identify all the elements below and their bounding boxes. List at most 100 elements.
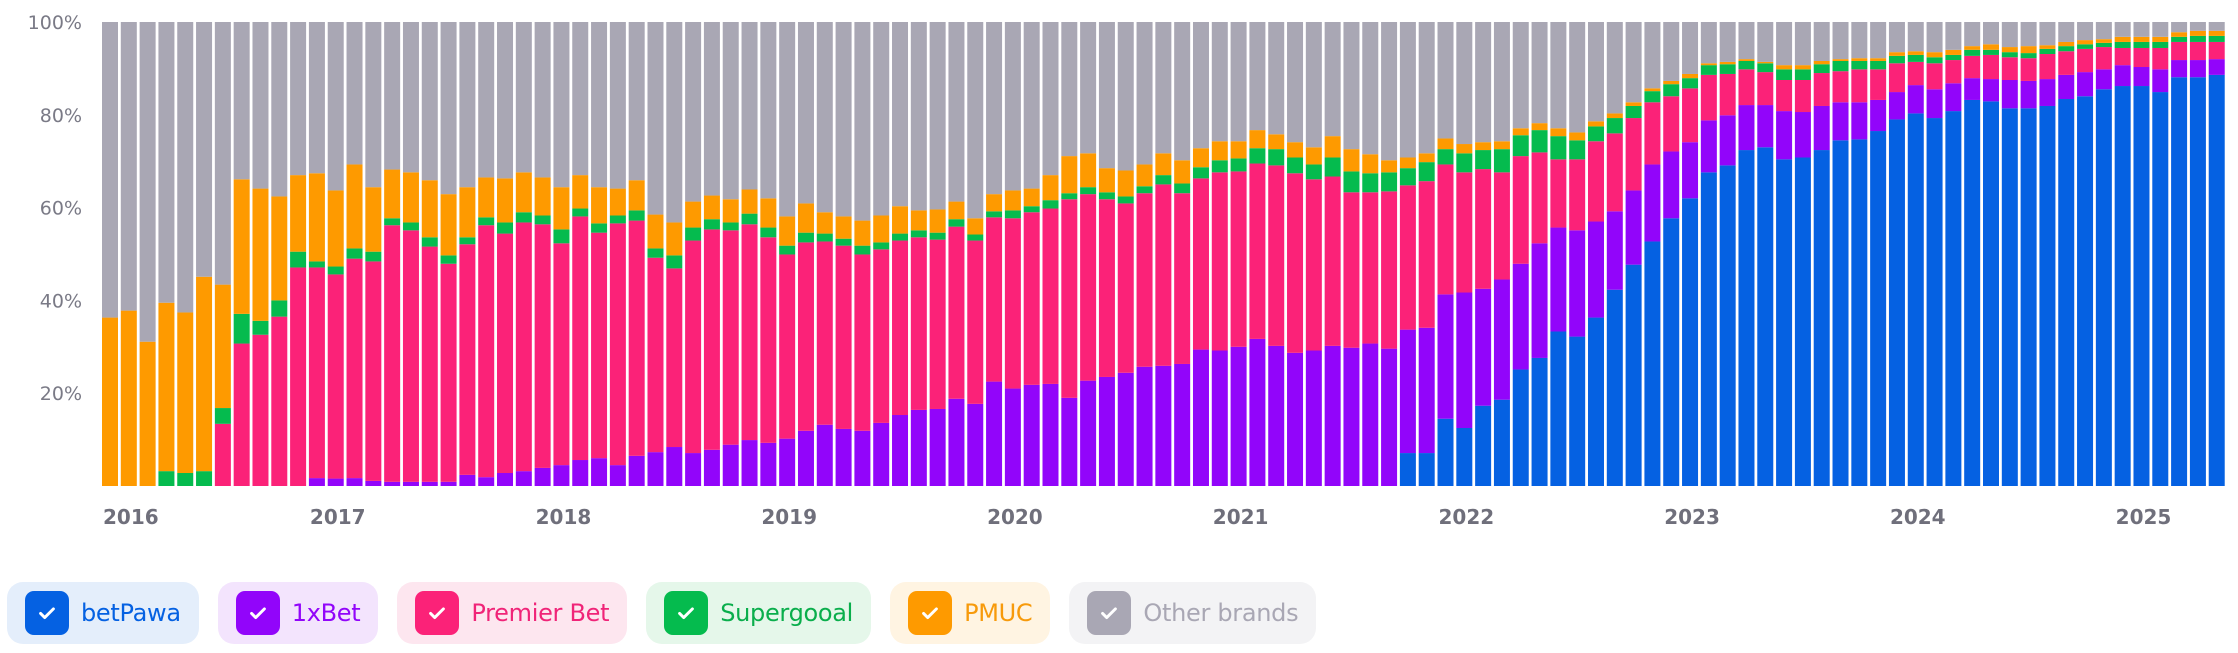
bar-segment-pmuc[interactable] — [1794, 65, 1811, 70]
bar-segment-premier-bet[interactable] — [2077, 48, 2094, 73]
bar-segment-1xbet[interactable] — [2020, 80, 2037, 109]
bar-2024-02[interactable] — [1907, 22, 1924, 486]
bar-segment-other-brands[interactable] — [2039, 22, 2056, 46]
bar-segment-premier-bet[interactable] — [1719, 73, 1736, 116]
bar-segment-supergooal[interactable] — [534, 215, 551, 225]
bar-segment-pmuc[interactable] — [854, 220, 871, 246]
bar-segment-pmuc[interactable] — [722, 199, 739, 223]
bar-segment-betpawa[interactable] — [2020, 108, 2037, 487]
bar-2021-08[interactable] — [1343, 22, 1360, 486]
checkbox-checked-icon[interactable] — [664, 591, 709, 635]
bar-segment-premier-bet[interactable] — [1870, 69, 1887, 100]
bar-segment-premier-bet[interactable] — [910, 237, 927, 410]
bar-segment-1xbet[interactable] — [384, 481, 401, 486]
bar-segment-other-brands[interactable] — [421, 22, 438, 181]
bar-2023-03[interactable] — [1700, 22, 1717, 486]
bar-segment-1xbet[interactable] — [1155, 365, 1172, 486]
bar-segment-pmuc[interactable] — [553, 187, 570, 230]
bar-segment-1xbet[interactable] — [647, 452, 664, 486]
bar-2022-06[interactable] — [1531, 22, 1548, 486]
bar-segment-other-brands[interactable] — [816, 22, 833, 213]
bar-segment-supergooal[interactable] — [1851, 60, 1868, 70]
bar-segment-supergooal[interactable] — [1907, 54, 1924, 62]
bar-segment-1xbet[interactable] — [967, 403, 984, 486]
bar-2020-07[interactable] — [1098, 22, 1115, 486]
bar-segment-pmuc[interactable] — [1343, 149, 1360, 172]
bar-segment-pmuc[interactable] — [440, 194, 457, 256]
bar-segment-1xbet[interactable] — [854, 430, 871, 486]
bar-segment-pmuc[interactable] — [1192, 148, 1209, 168]
bar-segment-other-brands[interactable] — [515, 22, 532, 173]
bar-segment-pmuc[interactable] — [910, 210, 927, 231]
bar-segment-other-brands[interactable] — [252, 22, 269, 189]
bar-segment-premier-bet[interactable] — [2039, 54, 2056, 80]
bar-segment-supergooal[interactable] — [1456, 153, 1473, 173]
bar-2018-02[interactable] — [553, 22, 570, 486]
bar-segment-supergooal[interactable] — [1381, 172, 1398, 192]
bar-2023-04[interactable] — [1719, 22, 1736, 486]
bar-segment-betpawa[interactable] — [2133, 86, 2150, 486]
bar-segment-pmuc[interactable] — [2133, 36, 2150, 42]
bar-segment-premier-bet[interactable] — [252, 334, 269, 486]
bar-segment-pmuc[interactable] — [967, 218, 984, 235]
bar-segment-other-brands[interactable] — [365, 22, 382, 188]
bar-segment-other-brands[interactable] — [440, 22, 457, 195]
bar-2016-03[interactable] — [120, 22, 137, 486]
bar-segment-pmuc[interactable] — [308, 173, 325, 262]
bar-segment-betpawa[interactable] — [1983, 101, 1999, 486]
bar-segment-other-brands[interactable] — [1305, 22, 1322, 148]
bar-segment-pmuc[interactable] — [2095, 39, 2112, 43]
bar-2025-06[interactable] — [2208, 22, 2225, 487]
bar-segment-1xbet[interactable] — [2114, 65, 2131, 87]
bar-segment-pmuc[interactable] — [421, 180, 438, 238]
bar-segment-premier-bet[interactable] — [835, 245, 852, 429]
bar-segment-supergooal[interactable] — [1550, 136, 1567, 160]
bar-segment-other-brands[interactable] — [290, 22, 307, 176]
legend-item-1xbet[interactable]: 1xBet — [217, 582, 379, 644]
bar-segment-1xbet[interactable] — [1305, 350, 1322, 486]
bar-segment-betpawa[interactable] — [2058, 99, 2075, 487]
bar-segment-betpawa[interactable] — [1926, 118, 1943, 487]
bar-segment-other-brands[interactable] — [177, 22, 194, 313]
bar-segment-other-brands[interactable] — [196, 22, 213, 277]
bar-segment-pmuc[interactable] — [2152, 36, 2169, 42]
bar-segment-other-brands[interactable] — [1230, 22, 1247, 142]
bar-segment-premier-bet[interactable] — [1776, 80, 1793, 112]
bar-segment-supergooal[interactable] — [1192, 167, 1209, 179]
bar-segment-supergooal[interactable] — [1964, 49, 1981, 56]
bar-segment-1xbet[interactable] — [346, 478, 363, 486]
bar-segment-supergooal[interactable] — [967, 234, 984, 241]
bar-segment-pmuc[interactable] — [685, 201, 702, 228]
checkbox-checked-icon[interactable] — [25, 591, 69, 635]
bar-segment-1xbet[interactable] — [1644, 164, 1661, 242]
bar-2017-02[interactable] — [327, 22, 344, 486]
bar-2017-05[interactable] — [384, 22, 401, 486]
bar-segment-premier-bet[interactable] — [760, 237, 777, 443]
bar-segment-supergooal[interactable] — [1117, 196, 1134, 204]
bar-segment-1xbet[interactable] — [1004, 388, 1021, 486]
bar-segment-premier-bet[interactable] — [440, 263, 457, 482]
bar-segment-supergooal[interactable] — [1738, 60, 1755, 70]
bar-segment-other-brands[interactable] — [572, 22, 589, 176]
bar-segment-other-brands[interactable] — [1418, 22, 1435, 154]
bar-segment-betpawa[interactable] — [1776, 159, 1793, 486]
bar-segment-pmuc[interactable] — [666, 222, 683, 256]
bar-segment-pmuc[interactable] — [2189, 30, 2206, 36]
bar-segment-supergooal[interactable] — [1004, 210, 1021, 219]
bar-segment-pmuc[interactable] — [1249, 130, 1266, 149]
bar-segment-supergooal[interactable] — [1832, 60, 1849, 72]
bar-segment-supergooal[interactable] — [1230, 158, 1247, 172]
bar-segment-other-brands[interactable] — [1324, 22, 1341, 137]
bar-2023-10[interactable] — [1832, 22, 1849, 486]
bar-segment-other-brands[interactable] — [1531, 22, 1548, 124]
bar-segment-supergooal[interactable] — [2208, 35, 2225, 42]
bar-segment-other-brands[interactable] — [703, 22, 720, 196]
bar-segment-pmuc[interactable] — [797, 203, 814, 233]
bar-segment-premier-bet[interactable] — [233, 343, 250, 486]
bar-2022-03[interactable] — [1475, 22, 1492, 486]
bar-segment-premier-bet[interactable] — [1738, 69, 1755, 106]
bar-segment-1xbet[interactable] — [816, 424, 833, 486]
bar-segment-1xbet[interactable] — [1174, 363, 1191, 486]
bar-segment-pmuc[interactable] — [2171, 32, 2188, 37]
bar-segment-premier-bet[interactable] — [2189, 41, 2206, 61]
